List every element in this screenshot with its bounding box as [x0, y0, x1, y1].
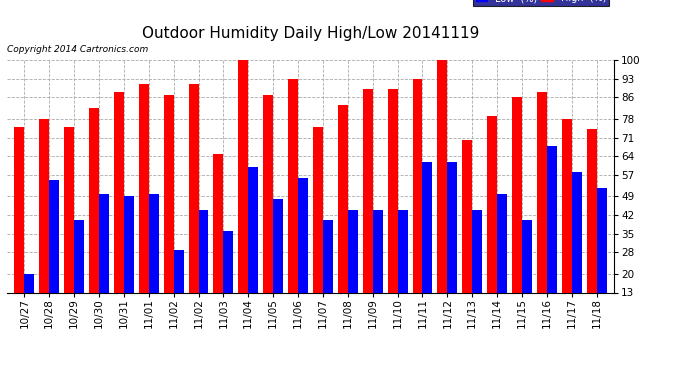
Bar	[124, 196, 134, 327]
Bar	[298, 178, 308, 327]
Bar	[199, 210, 208, 327]
Bar	[547, 146, 557, 327]
Bar	[462, 140, 472, 327]
Bar	[288, 79, 298, 327]
Bar	[39, 119, 49, 327]
Bar	[323, 220, 333, 327]
Bar	[487, 116, 497, 327]
Bar	[472, 210, 482, 327]
Bar	[338, 105, 348, 327]
Bar	[447, 162, 457, 327]
Bar	[273, 199, 283, 327]
Bar	[313, 127, 323, 327]
Bar	[238, 60, 248, 327]
Bar	[149, 194, 159, 327]
Bar	[562, 119, 572, 327]
Bar	[164, 95, 174, 327]
Bar	[348, 210, 358, 327]
Legend: Low  (%), High  (%): Low (%), High (%)	[473, 0, 609, 6]
Bar	[422, 162, 433, 327]
Bar	[512, 98, 522, 327]
Bar	[64, 127, 74, 327]
Bar	[572, 172, 582, 327]
Bar	[24, 274, 34, 327]
Bar	[597, 188, 607, 327]
Bar	[363, 89, 373, 327]
Bar	[49, 180, 59, 327]
Bar	[388, 89, 397, 327]
Bar	[74, 220, 84, 327]
Bar	[413, 79, 422, 327]
Bar	[537, 92, 547, 327]
Bar	[188, 84, 199, 327]
Bar	[114, 92, 124, 327]
Bar	[174, 250, 184, 327]
Bar	[14, 127, 24, 327]
Bar	[213, 153, 224, 327]
Bar	[586, 129, 597, 327]
Bar	[263, 95, 273, 327]
Bar	[397, 210, 408, 327]
Bar	[497, 194, 507, 327]
Text: Outdoor Humidity Daily High/Low 20141119: Outdoor Humidity Daily High/Low 20141119	[142, 26, 479, 41]
Text: Copyright 2014 Cartronics.com: Copyright 2014 Cartronics.com	[7, 45, 148, 54]
Bar	[248, 167, 258, 327]
Bar	[99, 194, 109, 327]
Bar	[224, 231, 233, 327]
Bar	[522, 220, 532, 327]
Bar	[139, 84, 149, 327]
Bar	[89, 108, 99, 327]
Bar	[437, 60, 447, 327]
Bar	[373, 210, 383, 327]
